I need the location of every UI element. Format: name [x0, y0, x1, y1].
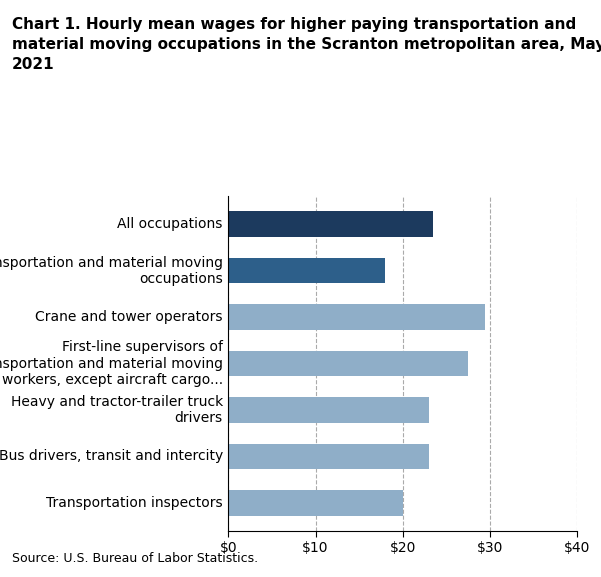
Bar — [228, 444, 429, 469]
Text: Source: U.S. Bureau of Labor Statistics.: Source: U.S. Bureau of Labor Statistics. — [12, 552, 258, 565]
Bar — [228, 351, 468, 376]
Text: Chart 1. Hourly mean wages for higher paying transportation and
material moving : Chart 1. Hourly mean wages for higher pa… — [12, 17, 601, 72]
Bar — [228, 304, 486, 330]
Bar — [228, 258, 385, 283]
Bar — [228, 490, 403, 516]
Bar — [228, 397, 429, 423]
Bar — [228, 211, 433, 237]
